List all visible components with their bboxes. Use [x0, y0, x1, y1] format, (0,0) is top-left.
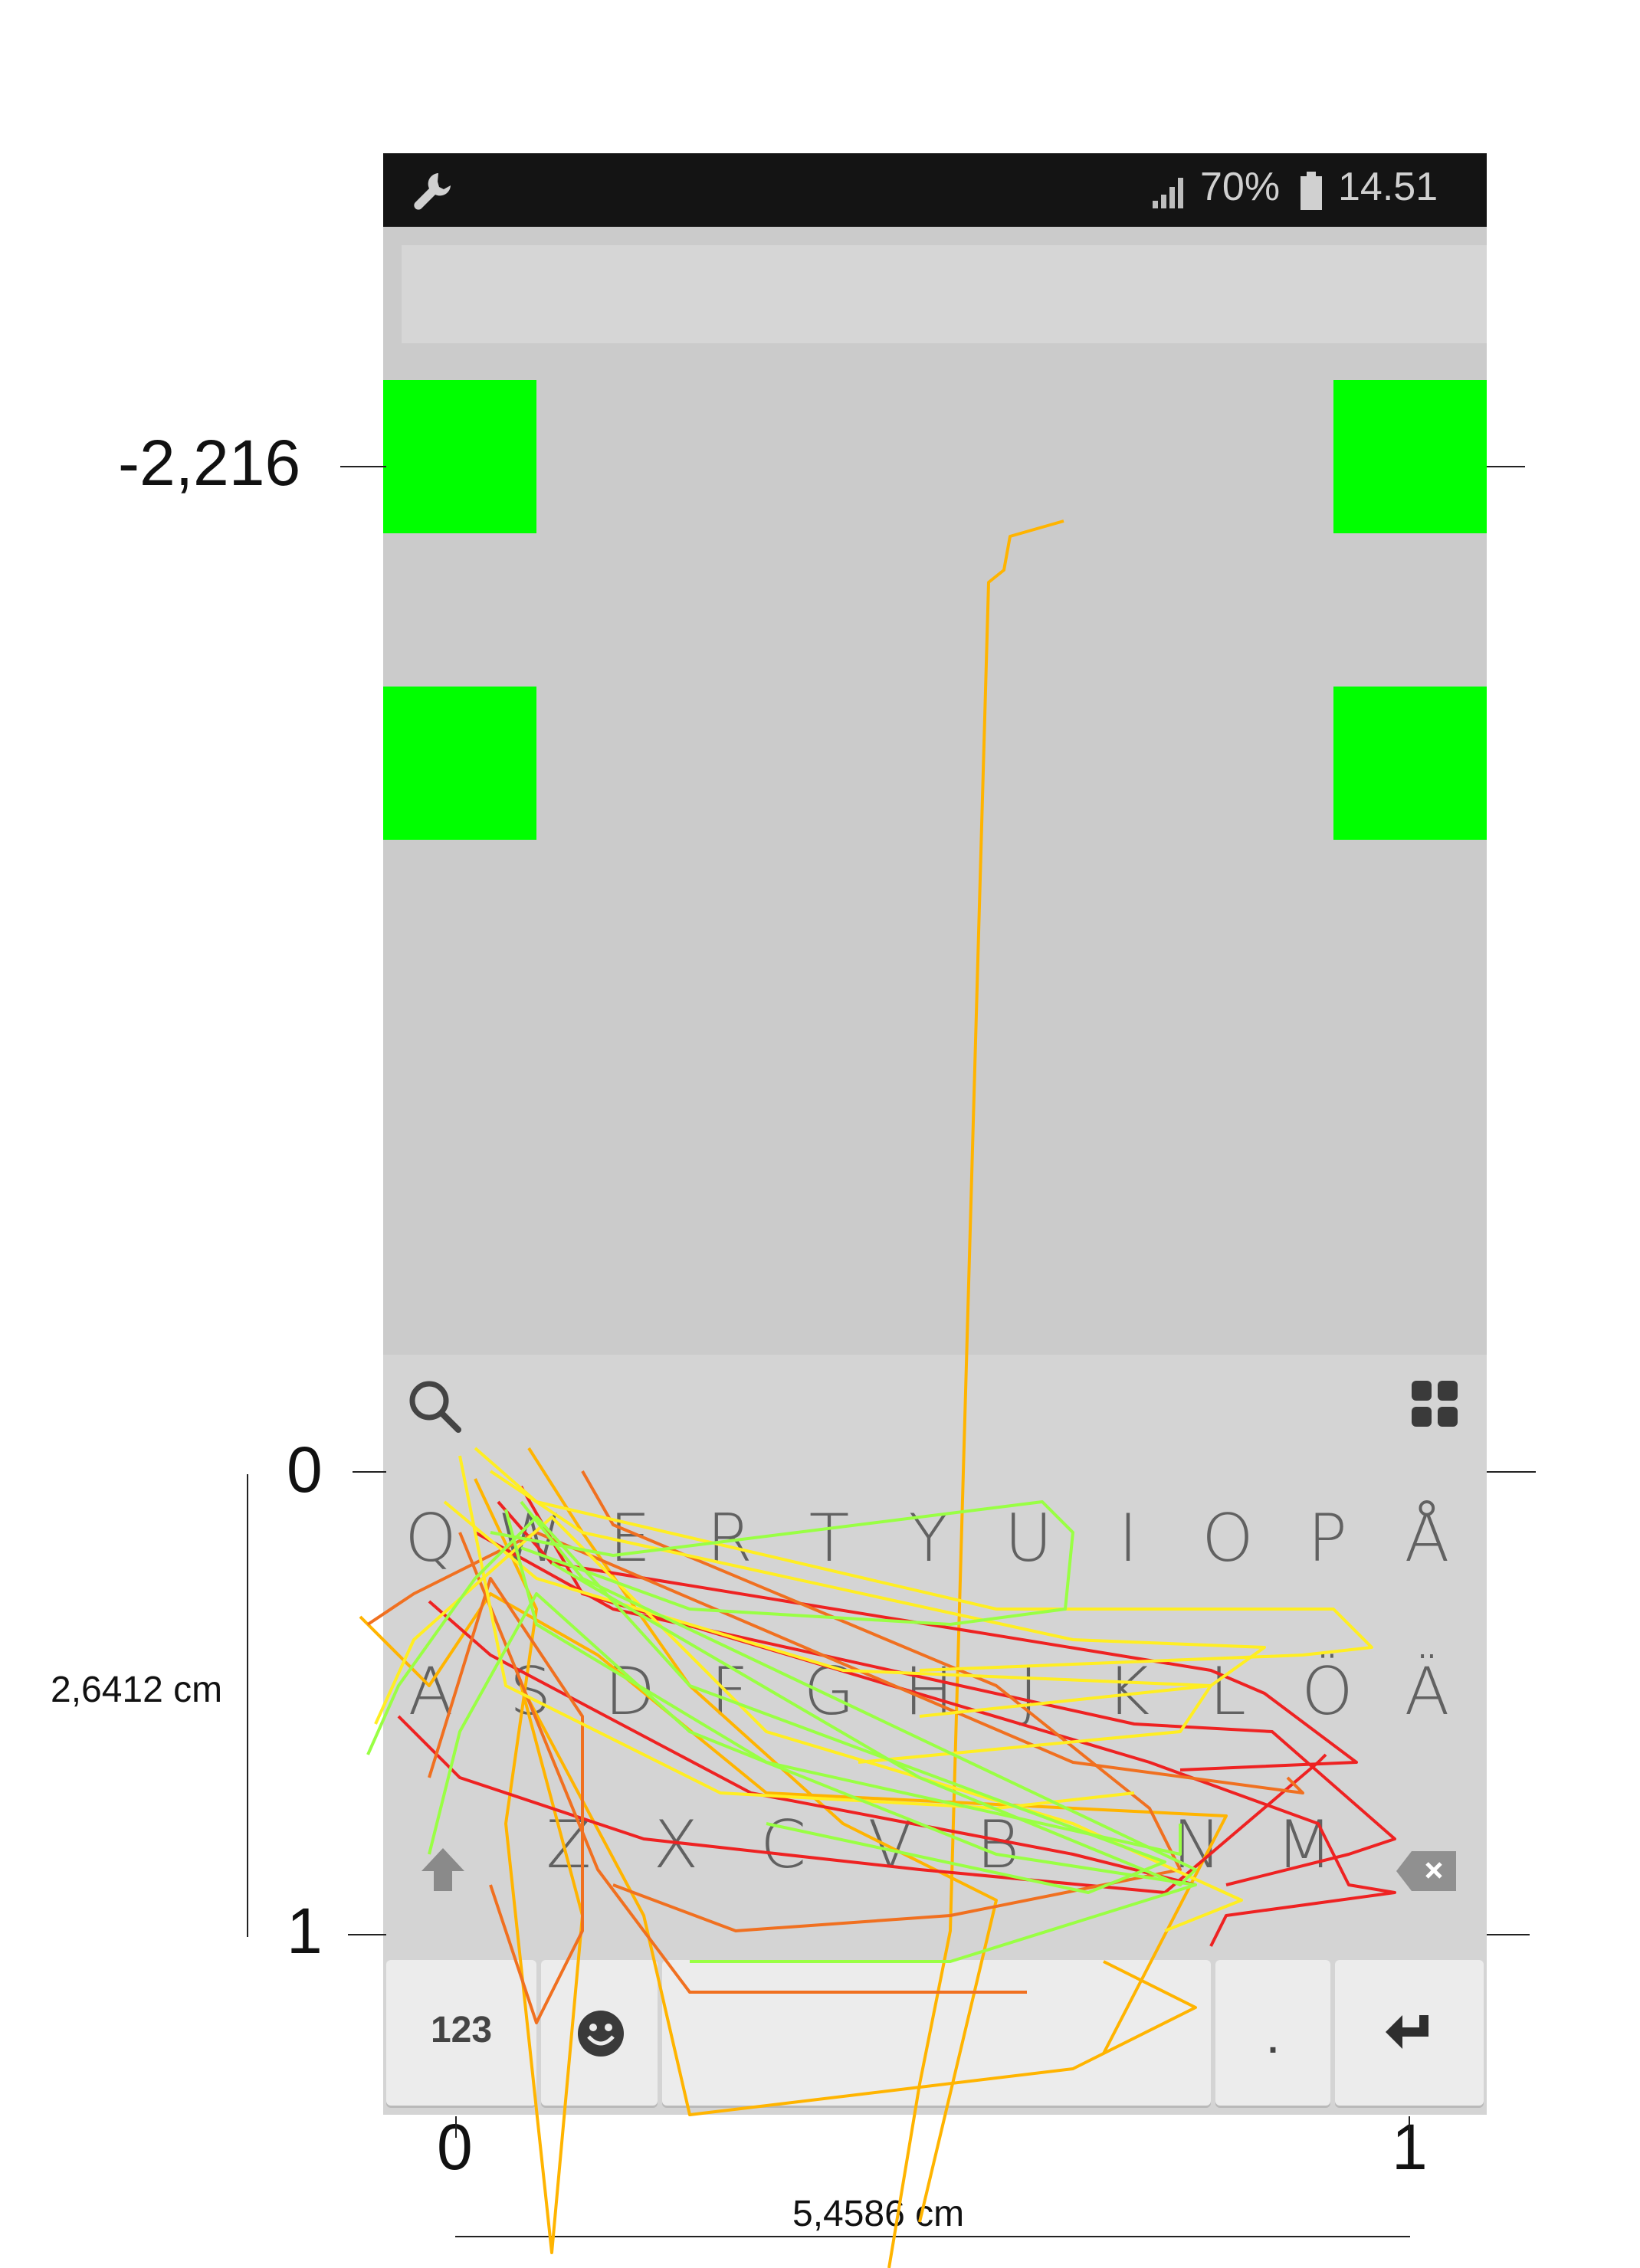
key-a-ring[interactable]: Å	[1404, 1500, 1450, 1577]
period-key[interactable]: .	[1215, 1960, 1330, 2106]
search-icon[interactable]	[405, 1376, 466, 1440]
y-top-label: -2,216	[118, 427, 301, 499]
key-f[interactable]: F	[710, 1653, 749, 1730]
enter-icon	[1383, 2011, 1438, 2060]
wrench-icon	[411, 170, 454, 216]
key-w[interactable]: W	[497, 1500, 563, 1577]
key-h[interactable]: H	[904, 1653, 954, 1730]
key-p[interactable]: P	[1307, 1500, 1347, 1577]
key-q[interactable]: Q	[405, 1500, 457, 1577]
width-measure-line	[455, 2236, 1410, 2237]
height-measure-label: 2,6412 cm	[51, 1670, 223, 1710]
target-square-top-left[interactable]	[383, 380, 536, 533]
backspace-icon[interactable]	[1395, 1850, 1459, 1896]
key-s[interactable]: S	[509, 1653, 552, 1730]
y-zero-tick-left	[353, 1471, 386, 1473]
width-measure-label: 5,4586 cm	[792, 2194, 965, 2234]
y-top-tick-right	[1487, 466, 1525, 467]
key-o[interactable]: O	[1202, 1500, 1254, 1577]
key-b[interactable]: B	[976, 1807, 1020, 1883]
key-o-umlaut[interactable]: Ö	[1301, 1653, 1353, 1730]
key-v[interactable]: V	[868, 1807, 913, 1883]
key-x[interactable]: X	[653, 1807, 699, 1883]
battery-percent: 70%	[1200, 165, 1281, 209]
key-m[interactable]: M	[1275, 1807, 1333, 1883]
key-l[interactable]: L	[1209, 1653, 1246, 1730]
x-zero-tick	[455, 2116, 457, 2138]
emoji-key[interactable]	[541, 1960, 658, 2106]
y-zero-label: 0	[287, 1434, 323, 1506]
signal-bars-icon	[1151, 173, 1191, 213]
key-z[interactable]: Z	[546, 1807, 592, 1883]
text-input-bar[interactable]	[402, 245, 1487, 343]
key-a[interactable]: A	[408, 1653, 454, 1730]
key-i[interactable]: I	[1118, 1500, 1138, 1577]
target-square-top-right[interactable]	[1333, 380, 1487, 533]
y-one-tick-left	[348, 1934, 386, 1935]
key-r[interactable]: R	[707, 1500, 753, 1577]
y-zero-tick-right	[1487, 1471, 1536, 1473]
target-square-mid-right[interactable]	[1333, 687, 1487, 840]
numbers-key-label: 123	[430, 2010, 493, 2050]
keyboard: Q W E R T Y U I O P Å A S D F G H J K L …	[383, 1355, 1487, 2115]
key-a-umlaut[interactable]: Ä	[1404, 1653, 1450, 1730]
key-y[interactable]: Y	[908, 1500, 950, 1577]
height-measure-line	[247, 1474, 248, 1937]
status-bar: 70% 14.51	[383, 153, 1487, 227]
phone-screen: 70% 14.51 Q W	[383, 153, 1487, 2115]
x-zero-label: 0	[437, 2111, 473, 2183]
enter-key[interactable]	[1335, 1960, 1484, 2106]
target-square-mid-left[interactable]	[383, 687, 536, 840]
space-key[interactable]	[662, 1960, 1211, 2106]
period-key-label: .	[1268, 2021, 1278, 2061]
key-j[interactable]: J	[1018, 1653, 1038, 1730]
battery-icon	[1300, 172, 1323, 215]
clock-time: 14.51	[1338, 165, 1438, 209]
key-n[interactable]: N	[1172, 1807, 1222, 1883]
key-u[interactable]: U	[1004, 1500, 1053, 1577]
y-one-label: 1	[287, 1895, 323, 1967]
smiley-icon	[576, 2009, 625, 2061]
key-c[interactable]: C	[759, 1807, 807, 1883]
key-k[interactable]: K	[1106, 1653, 1150, 1730]
key-d[interactable]: D	[604, 1653, 656, 1730]
numbers-key[interactable]: 123	[386, 1960, 536, 2106]
y-top-tick-left	[340, 466, 386, 467]
x-one-tick	[1409, 2116, 1410, 2138]
shift-arrow-icon[interactable]	[418, 1845, 467, 1897]
key-g[interactable]: G	[803, 1653, 855, 1730]
key-t[interactable]: T	[809, 1500, 850, 1577]
grid-apps-icon[interactable]	[1410, 1379, 1459, 1431]
y-one-tick-right	[1487, 1934, 1530, 1935]
key-e[interactable]: E	[608, 1500, 651, 1577]
